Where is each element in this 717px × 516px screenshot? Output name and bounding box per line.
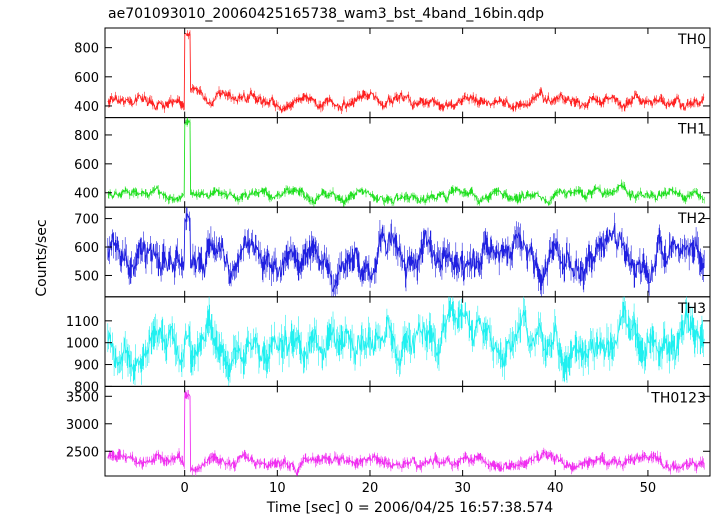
x-tick-label: 50: [640, 481, 657, 496]
y-tick-label: 900: [74, 359, 99, 374]
series-th1: [107, 117, 705, 208]
error-bars: [108, 30, 704, 114]
y-tick-label: 700: [74, 213, 99, 228]
band-label: TH1: [677, 122, 706, 138]
series-th0123: [107, 390, 705, 476]
band-label: TH2: [677, 211, 706, 227]
series-th0: [107, 30, 705, 114]
error-bars: [107, 207, 705, 297]
y-axis-label: Counts/sec: [34, 219, 50, 296]
band-label: TH0123: [650, 390, 706, 406]
x-tick-label: 0: [181, 481, 189, 496]
chart-title: ae701093010_20060425165738_wam3_bst_4ban…: [108, 6, 544, 22]
series-th3: [107, 296, 705, 387]
series-line: [107, 304, 705, 377]
panel-th3: 800 900 1000 1100 TH3: [66, 296, 711, 395]
panel-frame: [104, 385, 711, 477]
series-line: [107, 32, 705, 113]
y-tick-label: 400: [74, 100, 99, 115]
error-bars: [108, 390, 705, 476]
y-tick-label: 600: [74, 158, 99, 173]
x-tick-label: 20: [362, 481, 379, 496]
series-th2: [107, 207, 705, 297]
x-axis-label: Time [sec] 0 = 2006/04/25 16:57:38.574: [266, 500, 554, 516]
y-tick-label: 600: [74, 241, 99, 256]
x-tick-label: 10: [269, 481, 286, 496]
band-label: TH0: [677, 32, 706, 48]
y-tick-label: 3500: [66, 390, 99, 405]
x-tick-label: 40: [547, 481, 564, 496]
x-tick-label: 30: [454, 481, 471, 496]
y-tick-label: 600: [74, 71, 99, 86]
panel-th1: 400 600 800 TH1: [74, 117, 711, 208]
y-tick-label: 1100: [66, 315, 99, 330]
band-label: TH3: [677, 301, 706, 317]
panel-th0: 400 600 800 TH0: [74, 27, 711, 119]
panel-th2: 500 600 700 TH2: [74, 206, 711, 298]
y-tick-label: 400: [74, 187, 99, 202]
y-tick-label: 1000: [66, 337, 99, 352]
y-tick-label: 800: [74, 42, 99, 57]
series-line: [107, 213, 705, 293]
series-line: [107, 119, 705, 206]
y-tick-label: 500: [74, 269, 99, 284]
series-line: [107, 393, 705, 476]
panel-th0123: 2500 3000 3500 TH0123 0 10 20 30 40 50: [66, 385, 711, 496]
y-tick-label: 2500: [66, 445, 99, 460]
y-tick-label: 800: [74, 380, 99, 395]
y-tick-label: 3000: [66, 418, 99, 433]
y-tick-label: 800: [74, 129, 99, 144]
